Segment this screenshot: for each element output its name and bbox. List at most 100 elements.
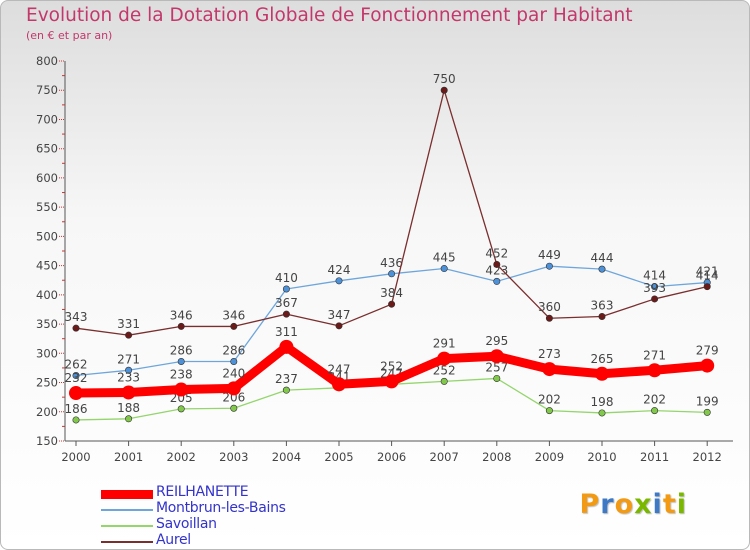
proxiti-logo: Proxiti	[579, 489, 687, 520]
data-point-aurel	[177, 322, 185, 330]
data-point-montbrun-les-bains	[545, 262, 553, 270]
data-label-montbrun-les-bains: 445	[433, 251, 456, 265]
data-point-aurel	[125, 331, 133, 339]
data-label-reilhanette: 291	[433, 337, 456, 351]
data-label-reilhanette: 273	[538, 347, 561, 361]
data-point-savoillan	[493, 374, 501, 382]
x-tick-label: 2000	[61, 450, 90, 464]
data-label-aurel: 750	[433, 72, 456, 86]
data-label-montbrun-les-bains: 423	[485, 263, 508, 277]
data-label-aurel: 452	[485, 246, 508, 260]
data-label-reilhanette: 295	[485, 334, 508, 348]
data-label-montbrun-les-bains: 286	[222, 343, 245, 357]
logo-letter: P	[579, 489, 601, 520]
data-label-reilhanette: 238	[170, 368, 193, 382]
data-label-reilhanette: 279	[696, 344, 719, 358]
data-point-reilhanette	[700, 358, 715, 373]
data-point-savoillan	[125, 415, 133, 423]
x-tick-label: 2008	[482, 450, 511, 464]
x-tick-label: 2002	[167, 450, 196, 464]
data-point-aurel	[230, 322, 238, 330]
legend-swatch-savoillan	[101, 525, 153, 527]
data-point-montbrun-les-bains	[282, 285, 290, 293]
data-point-savoillan	[177, 405, 185, 413]
data-label-reilhanette: 271	[643, 348, 666, 362]
legend-swatch-montbrun	[101, 509, 153, 511]
data-point-aurel	[598, 312, 606, 320]
x-tick-label: 2009	[535, 450, 564, 464]
x-tick-label: 2012	[693, 450, 722, 464]
legend-label-montbrun: Montbrun-les-Bains	[156, 500, 286, 516]
data-label-montbrun-les-bains: 414	[643, 269, 666, 283]
data-point-montbrun-les-bains	[440, 265, 448, 273]
legend-label-reilhanette: REILHANETTE	[156, 484, 249, 500]
data-label-reilhanette: 247	[328, 362, 351, 376]
y-tick-label: 550	[36, 200, 58, 214]
data-label-savoillan: 198	[591, 395, 614, 409]
data-label-aurel: 331	[117, 317, 140, 331]
y-tick-label: 350	[36, 317, 58, 331]
data-point-reilhanette	[595, 366, 609, 381]
data-label-savoillan: 188	[117, 401, 140, 415]
legend-swatch-aurel	[101, 541, 153, 543]
data-label-reilhanette: 232	[65, 371, 88, 385]
x-tick-label: 2005	[324, 450, 353, 464]
data-label-reilhanette: 240	[222, 366, 245, 380]
data-label-savoillan: 202	[538, 393, 561, 407]
data-point-aurel	[72, 324, 80, 332]
chart-subtitle: (en € et par an)	[26, 29, 113, 42]
x-tick-label: 2006	[377, 450, 406, 464]
y-tick-label: 700	[36, 112, 58, 126]
logo-letter: t	[662, 489, 677, 520]
data-label-savoillan: 257	[485, 360, 508, 374]
data-label-montbrun-les-bains: 449	[538, 248, 561, 262]
data-label-reilhanette: 252	[380, 359, 403, 373]
x-tick-label: 2007	[430, 450, 459, 464]
data-point-reilhanette	[542, 362, 557, 377]
y-tick-label: 200	[36, 405, 58, 419]
chart-title: Evolution de la Dotation Globale de Fonc…	[26, 5, 633, 26]
data-point-montbrun-les-bains	[125, 366, 133, 374]
data-label-aurel: 393	[643, 281, 666, 295]
legend-swatch-reilhanette	[101, 490, 153, 499]
data-point-montbrun-les-bains	[493, 277, 501, 285]
data-point-aurel	[388, 300, 396, 308]
logo-letter: x	[634, 489, 653, 520]
data-point-aurel	[493, 260, 501, 268]
data-point-montbrun-les-bains	[388, 270, 396, 278]
data-label-montbrun-les-bains: 262	[65, 358, 88, 372]
data-label-aurel: 343	[65, 310, 88, 324]
data-point-aurel	[545, 314, 553, 322]
data-point-reilhanette	[121, 385, 136, 400]
data-point-aurel	[703, 283, 711, 291]
data-label-savoillan: 252	[433, 363, 456, 377]
data-label-savoillan: 206	[222, 390, 245, 404]
data-point-montbrun-les-bains	[335, 277, 343, 285]
x-tick-label: 2004	[272, 450, 301, 464]
data-point-reilhanette	[69, 386, 83, 401]
data-point-reilhanette	[384, 374, 399, 389]
data-point-aurel	[651, 295, 659, 303]
data-point-savoillan	[651, 407, 659, 415]
data-point-savoillan	[703, 408, 711, 416]
data-label-montbrun-les-bains: 271	[117, 352, 140, 366]
data-label-savoillan: 186	[65, 402, 88, 416]
data-point-aurel	[335, 322, 343, 330]
x-tick-label: 2011	[640, 450, 669, 464]
y-tick-label: 300	[36, 346, 58, 360]
y-tick-label: 600	[36, 171, 58, 185]
data-label-savoillan: 202	[643, 393, 666, 407]
data-label-montbrun-les-bains: 424	[328, 263, 351, 277]
data-label-montbrun-les-bains: 444	[591, 251, 614, 265]
x-tick-label: 2003	[219, 450, 248, 464]
data-label-aurel: 363	[591, 298, 614, 312]
data-point-reilhanette	[647, 363, 662, 378]
data-label-aurel: 384	[380, 286, 403, 300]
data-label-aurel: 414	[696, 269, 719, 283]
data-point-savoillan	[230, 404, 238, 412]
data-label-montbrun-les-bains: 410	[275, 271, 298, 285]
y-tick-label: 450	[36, 259, 58, 273]
y-tick-label: 250	[36, 376, 58, 390]
